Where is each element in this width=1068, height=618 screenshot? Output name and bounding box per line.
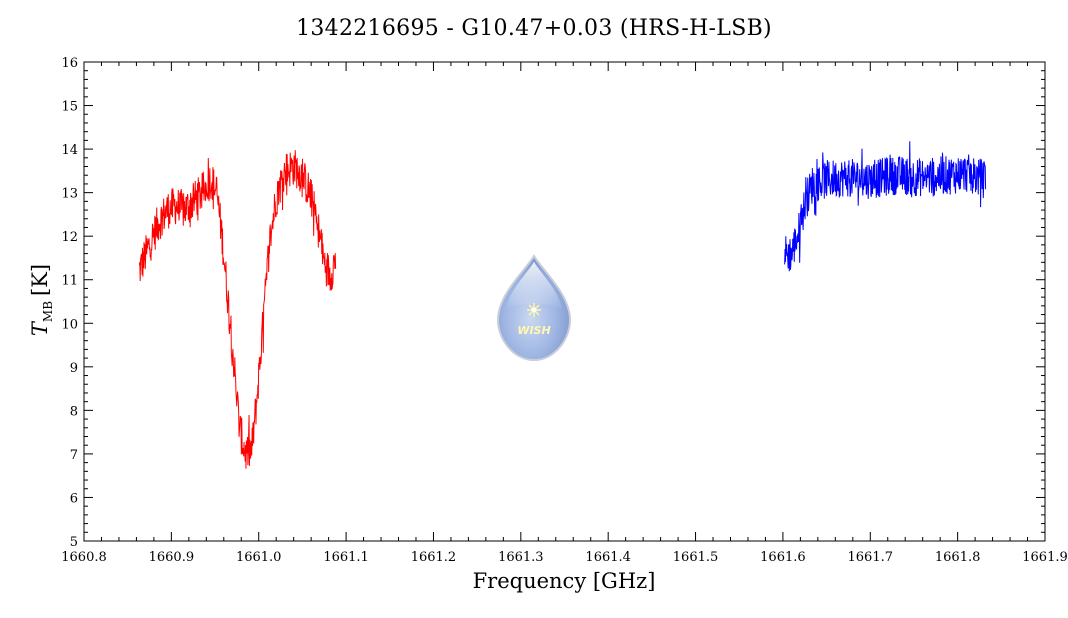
x-tick-label: 1661.6 <box>760 550 806 565</box>
y-tick-label: 6 <box>70 491 78 506</box>
y-axis-unit: [K] <box>28 264 52 296</box>
y-tick-label: 15 <box>61 100 78 115</box>
y-tick-label: 9 <box>70 361 78 376</box>
y-tick-label: 14 <box>61 143 78 158</box>
x-axis-label: Frequency [GHz] <box>473 569 656 593</box>
x-tick-label: 1661.0 <box>236 550 282 565</box>
y-axis-symbol: T <box>28 320 52 336</box>
chart-title: 1342216695 - G10.47+0.03 (HRS-H-LSB) <box>296 16 772 41</box>
x-tick-label: 1661.5 <box>673 550 719 565</box>
y-tick-label: 5 <box>70 535 78 550</box>
y-tick-label: 16 <box>61 56 78 71</box>
axis-ticks <box>83 61 1046 542</box>
x-tick-labels: 1660.8 1660.9 1661.0 1661.1 1661.2 1661.3 1661… <box>61 550 1068 565</box>
y-tick-label: 11 <box>61 274 78 289</box>
y-tick-label: 10 <box>61 317 78 332</box>
x-tick-label: 1661.9 <box>1022 550 1068 565</box>
x-tick-label: 1661.2 <box>411 550 457 565</box>
x-tick-label: 1661.1 <box>323 550 369 565</box>
y-axis-subscript: MB <box>41 301 55 322</box>
plot-frame <box>83 61 1046 542</box>
x-tick-label: 1660.9 <box>149 550 195 565</box>
spectrum-series-1 <box>138 150 337 469</box>
x-tick-label: 1661.7 <box>848 550 894 565</box>
y-tick-label: 8 <box>70 404 78 419</box>
x-tick-label: 1661.4 <box>585 550 631 565</box>
wish-logo: WISH <box>496 253 572 362</box>
y-tick-label: 12 <box>61 230 78 245</box>
star-core <box>531 307 537 313</box>
x-tick-label: 1661.3 <box>498 550 544 565</box>
x-tick-label: 1660.8 <box>61 550 107 565</box>
svg-text:TMB[K]: TMB [K] <box>28 264 55 336</box>
drop-highlight <box>506 262 562 310</box>
y-tick-label: 13 <box>61 187 78 202</box>
spectrum-series-2 <box>784 141 987 272</box>
logo-text: WISH <box>517 324 550 337</box>
series-layer <box>138 141 987 469</box>
y-axis-label: TMB [K] <box>28 264 55 336</box>
x-tick-label: 1661.8 <box>935 550 981 565</box>
y-tick-label: 7 <box>70 448 78 463</box>
y-tick-labels: 5 6 7 8 9 10 11 12 13 14 15 16 <box>61 56 78 550</box>
